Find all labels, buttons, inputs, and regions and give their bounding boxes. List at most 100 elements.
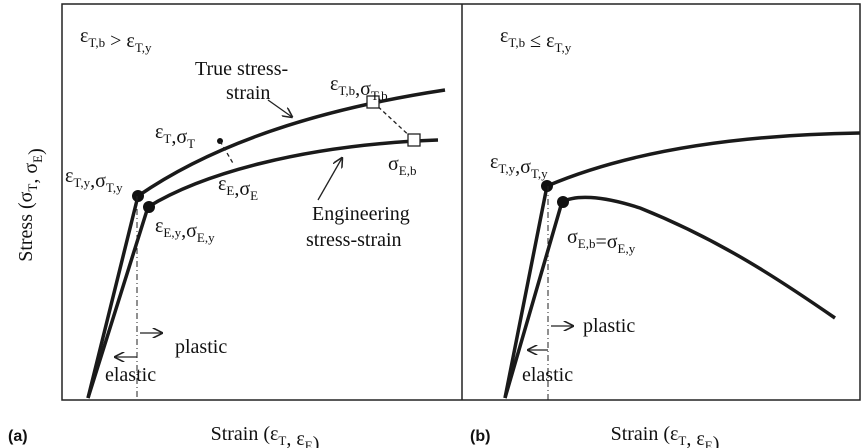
annotation: plastic <box>175 336 227 358</box>
x-axis-label: Strain (εT, εE) <box>611 423 720 448</box>
annotation: True stress- <box>195 58 288 80</box>
text-part: Strain (ε <box>211 423 279 445</box>
text-part: ) <box>313 433 320 448</box>
subscript: T,y <box>498 161 515 176</box>
subscript: T,b <box>508 35 525 50</box>
annotation: εT,y,σT,y <box>490 151 548 181</box>
annotation: σE,b <box>388 153 416 178</box>
text-part: ≤ ε <box>525 30 554 52</box>
subscript: T <box>25 184 40 192</box>
annotation: stress-strain <box>306 229 402 251</box>
text-part: ε <box>218 173 226 195</box>
panel-id: (a) <box>8 428 28 445</box>
annotation: εT,b ≤ εT,y <box>500 25 572 55</box>
text-part: =σ <box>595 231 617 253</box>
text-part: ε <box>490 151 498 173</box>
text-part: True stress- <box>195 58 288 80</box>
annotation: εT,b,σT,b <box>330 73 388 103</box>
subscript: E <box>30 155 45 163</box>
text-part: , σ <box>20 163 42 184</box>
y-axis-label: Stress (σT, σE) <box>15 148 47 262</box>
text-part: Strain (ε <box>611 423 679 445</box>
subscript: T,b <box>88 35 105 50</box>
panel-id: (b) <box>470 428 490 445</box>
annotation: σE,b=σE,y <box>567 226 636 256</box>
engineering-curve <box>86 138 439 399</box>
text-part: , ε <box>686 428 704 448</box>
subscript: E <box>226 183 234 198</box>
text-part: σ <box>567 226 578 248</box>
text-part: elastic <box>522 364 573 386</box>
text-part: ) <box>713 433 720 448</box>
text-part: elastic <box>105 364 156 386</box>
yield-point <box>557 196 569 208</box>
subscript: E,y <box>618 241 636 256</box>
annotation: elastic <box>105 364 156 386</box>
subscript: E,y <box>163 225 181 240</box>
annotation: εT,b > εT,y <box>80 25 152 55</box>
subscript: E,b <box>399 163 417 178</box>
annotation: εE,y,σE,y <box>155 215 215 245</box>
subscript: E,b <box>578 236 596 251</box>
annotation: strain <box>226 82 270 104</box>
arrow <box>267 99 292 117</box>
subscript: E <box>305 438 313 448</box>
x-axis-label: Strain (εT, εE) <box>211 423 320 448</box>
true-curve <box>86 88 446 399</box>
text-part: plastic <box>175 336 227 358</box>
text-part: ε <box>330 73 338 95</box>
text-part: σ <box>388 153 399 175</box>
subscript: T,y <box>106 180 123 195</box>
subscript: T,y <box>135 40 152 55</box>
text-part: ,σ <box>355 78 371 100</box>
text-part: Engineering <box>312 203 410 225</box>
text-part: strain <box>226 82 270 104</box>
text-part: > ε <box>105 30 135 52</box>
annotation: εE,σE <box>218 173 258 203</box>
text-part: stress-strain <box>306 229 402 251</box>
subscript: T <box>678 433 686 448</box>
subscript: T,b <box>371 88 388 103</box>
engineering-curve <box>503 195 836 399</box>
annotation: εT,σT <box>155 121 195 151</box>
subscript: T <box>278 433 286 448</box>
text-part: ,σ <box>90 170 106 192</box>
text-part: ε <box>155 121 163 143</box>
dashed-link <box>372 101 415 141</box>
annotation: plastic <box>583 315 635 337</box>
text-part: ,σ <box>171 126 187 148</box>
frame <box>61 3 861 401</box>
subscript: T,y <box>73 175 90 190</box>
annotation: εT,y,σT,y <box>65 165 123 195</box>
subscript: T,b <box>338 83 355 98</box>
text-part: Stress (σ <box>15 191 37 261</box>
true-curve <box>503 131 861 399</box>
text-part: ε <box>500 25 508 47</box>
break-marker <box>366 95 380 109</box>
subscript: T,y <box>531 166 548 181</box>
dashed-link <box>219 140 235 166</box>
text-part: ,σ <box>181 220 197 242</box>
text-part: ε <box>155 215 163 237</box>
text-part: , ε <box>286 428 304 448</box>
text-part: ε <box>80 25 88 47</box>
subscript: T <box>163 131 171 146</box>
subscript: T,y <box>555 40 572 55</box>
subscript: T <box>187 136 195 151</box>
text-part: ε <box>65 165 73 187</box>
subscript: E <box>705 438 713 448</box>
yield-point <box>132 190 144 202</box>
annotation: elastic <box>522 364 573 386</box>
annotation: Engineering <box>312 203 410 225</box>
text-part: ,σ <box>234 178 250 200</box>
subscript: E,y <box>197 230 215 245</box>
break-marker <box>407 133 421 147</box>
text-part: ) <box>25 148 47 155</box>
yield-point <box>143 201 155 213</box>
subscript: E <box>250 188 258 203</box>
text-part: ,σ <box>515 156 531 178</box>
arrow <box>317 158 342 201</box>
text-part: plastic <box>583 315 635 337</box>
yield-point <box>541 180 553 192</box>
